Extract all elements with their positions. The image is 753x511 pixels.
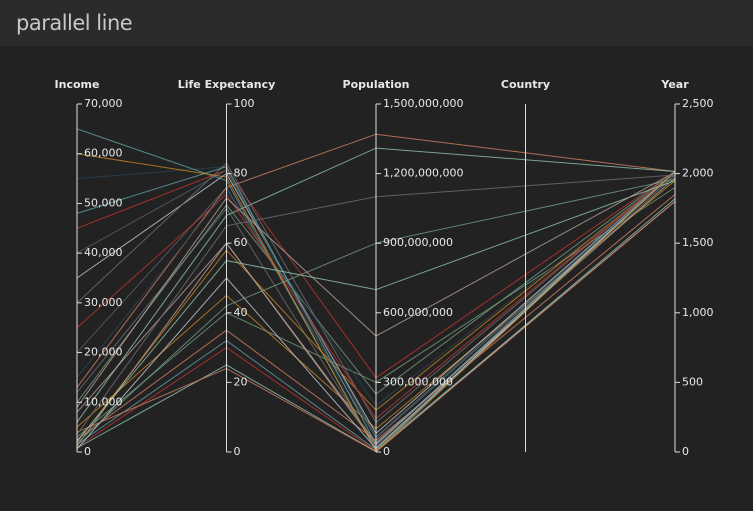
axis-name: Population [343,78,410,91]
tick-label: 1,500 [682,236,714,249]
tick-label: 0 [682,445,689,458]
chart: Income 0 10,000 20,000 30,000 40,000 50,000 60,… [55,78,714,458]
tick-label: 0 [383,445,390,458]
tick-label: 2,500 [682,97,714,110]
tick-label: 10,000 [84,395,123,408]
tick-label: 20 [234,375,248,388]
axis-name: Year [660,78,689,91]
axis-name: Life Expectancy [178,78,276,91]
tick-label: 500 [682,375,703,388]
tick-label: 50,000 [84,196,123,209]
tick-label: 300,000,000 [383,375,453,388]
tick-label: 1,500,000,000 [383,97,463,110]
tick-label: 20,000 [84,346,123,359]
tick-label: 70,000 [84,97,123,110]
tick-label: 80 [234,167,248,180]
tick-label: 600,000,000 [383,306,453,319]
tick-label: 30,000 [84,296,123,309]
tick-label: 1,000 [682,306,714,319]
tick-label: 40,000 [84,246,123,259]
tick-label: 900,000,000 [383,236,453,249]
tick-label: 0 [234,445,241,458]
tick-label: 40 [234,306,248,319]
tick-label: 100 [234,97,255,110]
chart-title: parallel line [0,0,753,46]
tick-label: 0 [84,445,91,458]
tick-label: 1,200,000,000 [383,167,463,180]
tick-label: 2,000 [682,167,714,180]
tick-label: 60 [234,236,248,249]
tick-label: 60,000 [84,147,123,160]
axis-name: Country [501,78,550,91]
axis-name: Income [55,78,100,91]
